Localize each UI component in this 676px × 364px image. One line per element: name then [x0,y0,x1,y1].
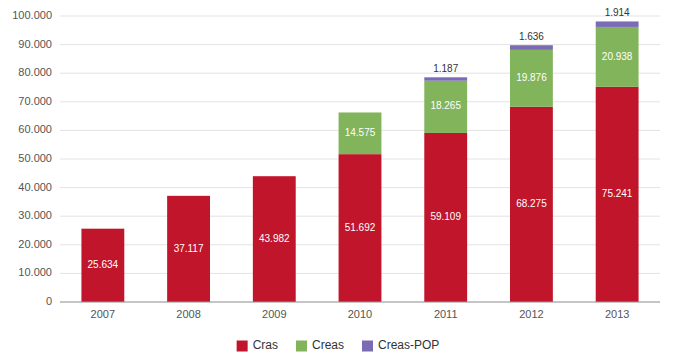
bar-segment [339,112,382,154]
x-axis-line [60,302,660,303]
bar-segment [253,176,296,177]
data-label: 1.187 [433,63,458,74]
bar-segment [167,195,210,196]
grid-line [60,44,660,45]
grid-line [60,16,660,17]
grid-line [60,101,660,102]
data-label: 1.914 [605,7,630,18]
bar-segment [81,228,124,229]
x-tick-label: 2007 [91,308,115,320]
data-label: 43.982 [259,233,290,244]
x-tick-label: 2009 [262,308,286,320]
legend-item: Cras [237,338,278,352]
bar-segment [81,229,124,302]
grid [60,16,660,302]
grid-line [60,73,660,74]
data-label: 19.876 [516,72,547,83]
bar-segment [510,107,553,302]
legend-label: Creas [312,338,344,352]
y-tick-label: 30.000 [18,209,52,221]
data-label: 59.109 [430,211,461,222]
y-tick-label: 100.000 [12,9,52,21]
bar-segment [424,77,467,80]
bar-segment [167,196,210,302]
data-label: 37.117 [174,243,204,254]
legend-swatch [296,341,307,352]
bar-segment [596,27,639,87]
data-label: 51.692 [345,222,376,233]
y-tick-label: 0 [46,295,52,307]
legend-label: Creas-POP [378,338,439,352]
legend-swatch [237,341,248,352]
data-label: 25.634 [88,259,119,270]
chart: 0 10.000 20.000 30.000 40.000 50.000 60.000 70.… [0,0,676,364]
y-tick-label: 80.000 [18,66,52,78]
bars [81,21,638,302]
x-tick-label: 2008 [176,308,200,320]
legend-item: Creas [296,338,344,352]
y-tick-label: 70.000 [18,95,52,107]
y-axis: 0 10.000 20.000 30.000 40.000 50.000 60.000 70.… [12,9,52,307]
x-tick-label: 2011 [434,308,458,320]
bar-segment [167,195,210,196]
x-tick-label: 2010 [348,308,372,320]
bar-segment [339,154,382,302]
x-tick-label: 2012 [519,308,543,320]
legend: Cras Creas Creas-POP [237,338,440,352]
y-tick-label: 40.000 [18,181,52,193]
y-tick-label: 10.000 [18,266,52,278]
bar-segment [81,228,124,229]
bar-segment [253,176,296,177]
data-label: 20.938 [602,51,633,62]
legend-label: Cras [253,338,278,352]
bar-segment [510,45,553,50]
legend-swatch [362,341,373,352]
bar-segment [253,176,296,302]
y-tick-label: 90.000 [18,38,52,50]
bar-segment [424,81,467,133]
data-label: 75.241 [602,188,633,199]
bar-segment [339,112,382,113]
data-labels: 25.634 37.117 43.982 51.692 14.575 59.109 18.2… [88,7,633,270]
bar-segment [424,133,467,302]
y-tick-label: 20.000 [18,238,52,250]
data-label: 1.636 [519,31,544,42]
x-axis: 2007 2008 2009 2010 2011 2012 2013 [60,302,660,320]
bar-segment [596,21,639,26]
data-label: 68.275 [516,198,547,209]
y-tick-label: 50.000 [18,152,52,164]
grid-line [60,302,660,303]
data-label: 14.575 [345,127,376,138]
data-label: 18.265 [430,100,461,111]
legend-item: Creas-POP [362,338,439,352]
x-tick-label: 2013 [605,308,629,320]
bar-segment [510,50,553,107]
y-tick-label: 60.000 [18,123,52,135]
bar-segment [596,87,639,302]
